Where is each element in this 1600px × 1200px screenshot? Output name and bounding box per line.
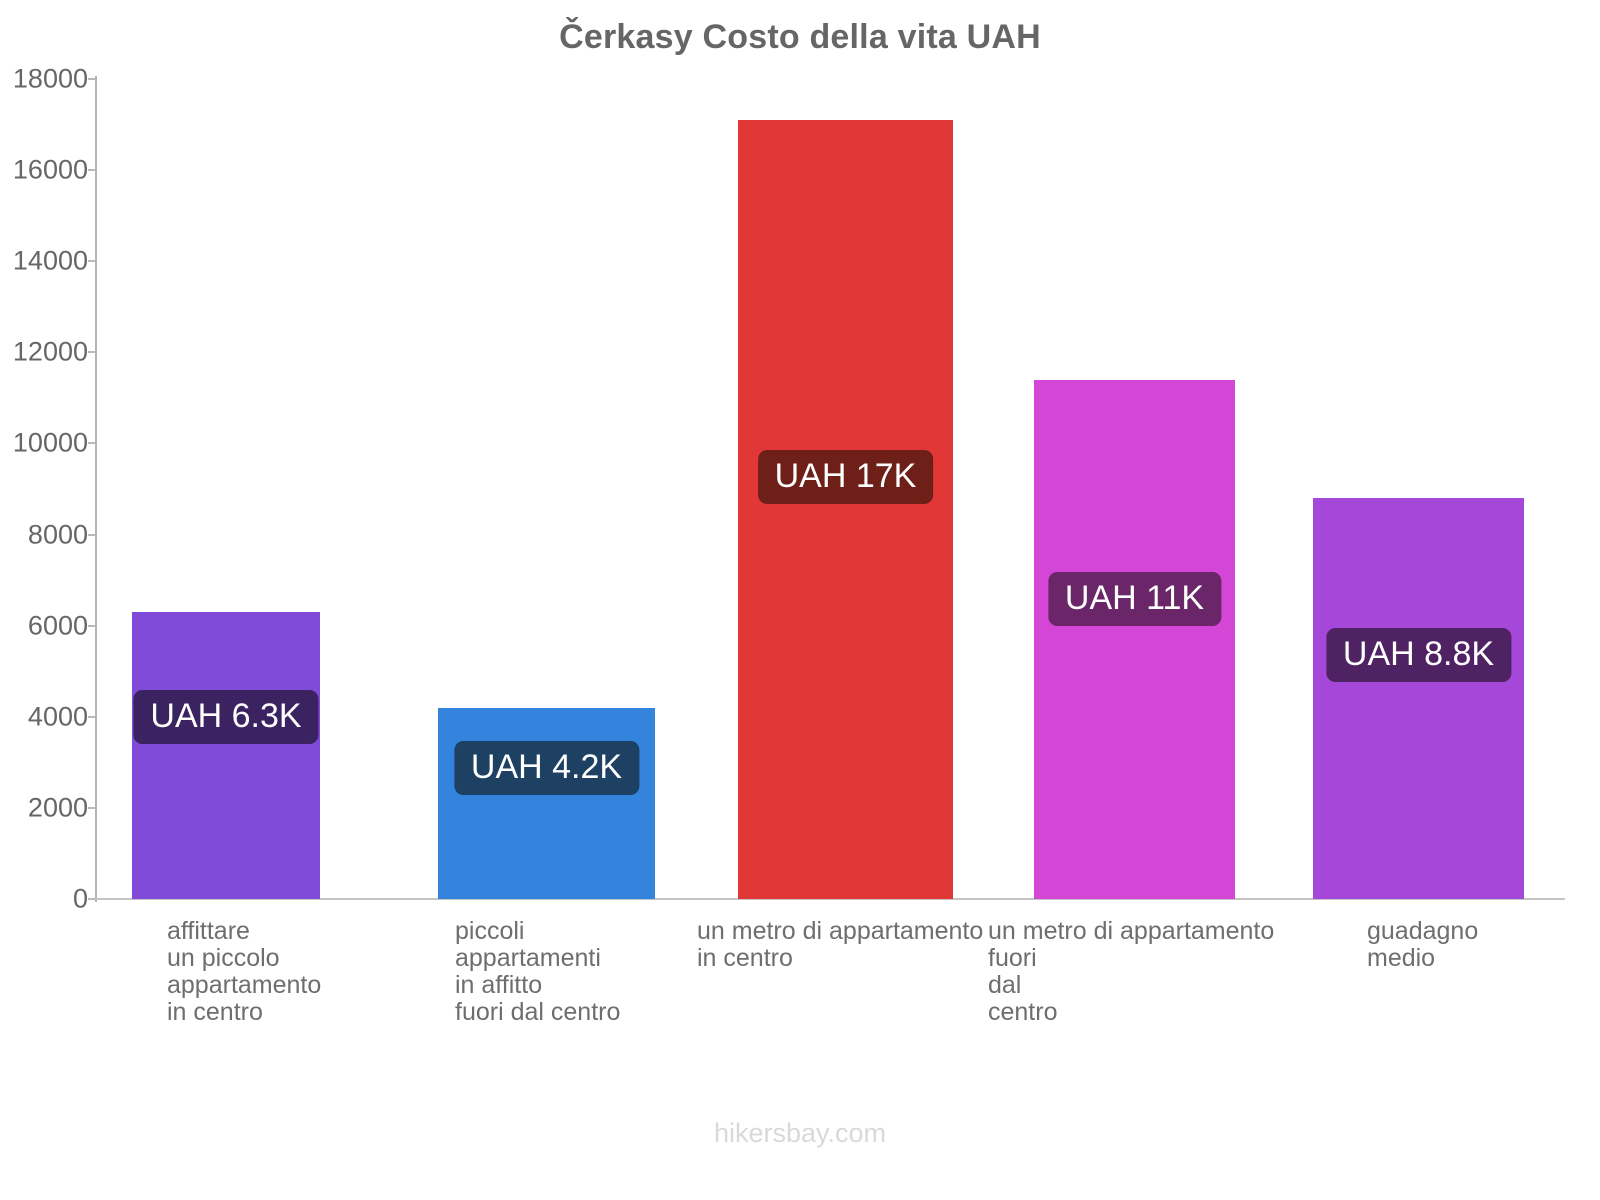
y-axis-tick-mark xyxy=(88,533,97,536)
y-axis-tick-label: 10000 xyxy=(12,427,88,458)
y-axis-tick-mark xyxy=(88,260,97,263)
y-axis-tick-mark xyxy=(88,806,97,809)
y-axis-tick-label: 0 xyxy=(72,883,88,914)
y-axis-tick-label: 14000 xyxy=(12,245,88,276)
y-axis-tick-label: 16000 xyxy=(12,154,88,185)
bar[interactable]: UAH 4.2K xyxy=(438,707,655,899)
y-axis-tick-label: 2000 xyxy=(27,792,88,823)
y-axis-tick-mark xyxy=(88,169,97,172)
bar[interactable]: UAH 11K xyxy=(1034,379,1235,899)
bar[interactable]: UAH 8.8K xyxy=(1313,498,1524,899)
y-axis-tick-mark xyxy=(88,442,97,445)
y-axis-tick-mark xyxy=(88,78,97,80)
y-axis-tick-labels: 0 2000 4000 6000 8000 10000 12000 14000 16000 180… xyxy=(0,64,97,914)
page-title: Čerkasy Costo della vita UAH xyxy=(559,18,1041,56)
x-axis-category-label: un metro di appartamento fuori dal centr… xyxy=(988,917,1275,1026)
x-axis-category-label: affittare un piccolo appartamento in cen… xyxy=(167,917,322,1026)
x-axis-category-label: piccoli appartamenti in affitto fuori da… xyxy=(455,917,621,1026)
x-axis-line xyxy=(95,898,1565,900)
footer-source: hikersbay.com xyxy=(713,1118,887,1148)
y-axis-tick-label: 12000 xyxy=(12,336,88,367)
bar[interactable]: UAH 6.3K xyxy=(132,612,320,899)
y-axis-tick-label: 6000 xyxy=(27,610,88,641)
plot-area: UAH 6.3K UAH 4.2K UAH 17K UAH 11K UAH 8.8K xyxy=(95,79,1563,899)
y-axis-tick-mark xyxy=(88,898,97,900)
bar-value-label: UAH 6.3K xyxy=(133,690,319,744)
bar[interactable]: UAH 17K xyxy=(738,120,953,899)
y-axis-tick-mark xyxy=(88,715,97,718)
y-axis-tick-label: 8000 xyxy=(27,519,88,550)
y-axis-tick-label: 4000 xyxy=(27,701,88,732)
y-axis-tick-mark xyxy=(88,351,97,354)
bar-value-label: UAH 11K xyxy=(1047,571,1222,626)
y-axis-line xyxy=(95,76,97,902)
bar-value-label: UAH 8.8K xyxy=(1325,628,1512,683)
bar-value-label: UAH 17K xyxy=(757,450,934,504)
y-axis-tick-mark xyxy=(88,624,97,627)
bar-value-label: UAH 4.2K xyxy=(453,740,640,795)
x-axis-category-label: guadagno medio xyxy=(1367,917,1479,972)
x-axis-category-label: un metro di appartamento in centro xyxy=(697,917,984,972)
y-axis-tick-label: 18000 xyxy=(12,63,88,94)
